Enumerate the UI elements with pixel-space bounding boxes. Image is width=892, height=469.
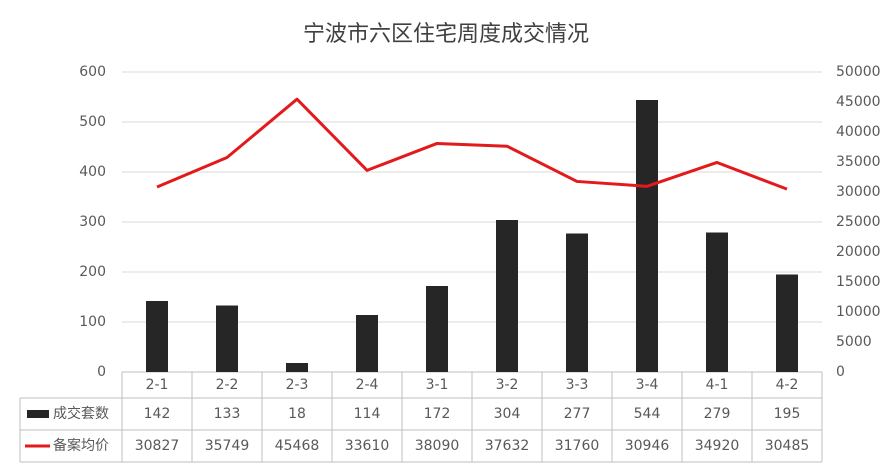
bar <box>216 305 238 372</box>
table-value: 34920 <box>695 438 740 454</box>
bar <box>426 286 448 372</box>
x-tick-label: 4-2 <box>776 377 799 393</box>
y2-tick-label: 0 <box>836 364 845 380</box>
x-tick-label: 2-2 <box>216 377 239 393</box>
bar <box>566 233 588 372</box>
table-value: 133 <box>214 406 241 422</box>
table-value: 37632 <box>485 438 530 454</box>
table-value: 30946 <box>625 438 670 454</box>
table-value: 142 <box>144 406 171 422</box>
y-tick-label: 100 <box>79 314 106 330</box>
x-tick-label: 2-3 <box>286 377 309 393</box>
y-tick-label: 200 <box>79 264 106 280</box>
y-tick-label: 0 <box>97 364 106 380</box>
y2-tick-label: 15000 <box>836 274 881 290</box>
table-value: 31760 <box>555 438 600 454</box>
y2-tick-label: 35000 <box>836 154 881 170</box>
table-value: 304 <box>494 406 521 422</box>
legend-label: 成交套数 <box>53 405 109 422</box>
chart-title: 宁波市六区住宅周度成交情况 <box>303 22 589 47</box>
x-tick-label: 3-3 <box>566 377 589 393</box>
line <box>156 97 788 191</box>
y2-tick-label: 25000 <box>836 214 881 230</box>
x-tick-label: 2-1 <box>146 377 169 393</box>
bar <box>286 363 308 372</box>
table-value: 277 <box>564 406 591 422</box>
y2-tick-label: 20000 <box>836 244 881 260</box>
table-value: 30827 <box>135 438 180 454</box>
y-tick-label: 600 <box>79 64 106 80</box>
bar <box>356 315 378 372</box>
bar <box>776 274 798 372</box>
table-value: 172 <box>424 406 451 422</box>
bar <box>706 232 728 372</box>
y-tick-label: 400 <box>79 164 106 180</box>
table-value: 33610 <box>345 438 390 454</box>
table-value: 195 <box>774 406 801 422</box>
y2-tick-label: 10000 <box>836 304 881 320</box>
x-tick-label: 4-1 <box>706 377 729 393</box>
y2-tick-label: 5000 <box>836 334 872 350</box>
bar <box>636 100 658 372</box>
legend-swatch <box>27 410 49 418</box>
x-tick-label: 3-4 <box>636 377 659 393</box>
y-tick-label: 300 <box>79 214 106 230</box>
table-value: 18 <box>288 406 306 422</box>
bar <box>496 220 518 372</box>
table-value: 114 <box>354 406 381 422</box>
x-tick-label: 2-4 <box>356 377 379 393</box>
table-value: 45468 <box>275 438 320 454</box>
legend-label: 备案均价 <box>53 437 109 454</box>
y-tick-label: 500 <box>79 114 106 130</box>
table-value: 35749 <box>205 438 250 454</box>
y2-tick-label: 40000 <box>836 124 881 140</box>
y2-tick-label: 50000 <box>836 64 881 80</box>
x-tick-label: 3-2 <box>496 377 519 393</box>
table-value: 279 <box>704 406 731 422</box>
table-value: 38090 <box>415 438 460 454</box>
bar <box>146 301 168 372</box>
y2-tick-label: 45000 <box>836 94 881 110</box>
y2-tick-label: 30000 <box>836 184 881 200</box>
table-value: 30485 <box>765 438 810 454</box>
table-value: 544 <box>634 406 661 422</box>
x-tick-label: 3-1 <box>426 377 449 393</box>
